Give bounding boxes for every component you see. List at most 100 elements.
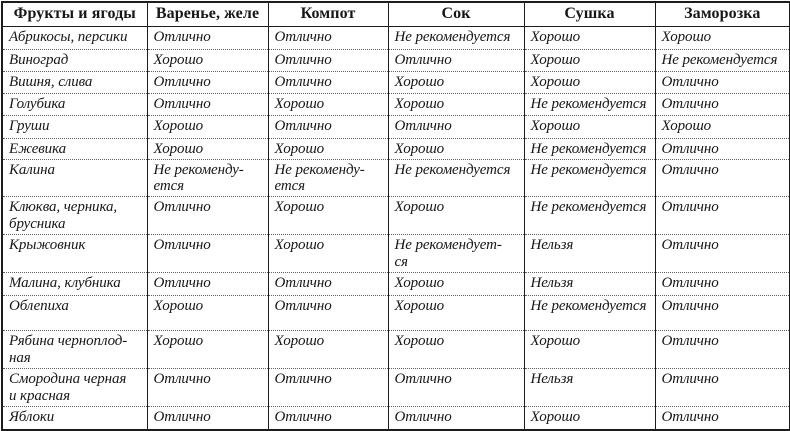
table-cell: Отлично <box>146 406 268 430</box>
table-cell: Отлично <box>146 196 268 235</box>
table-cell: Хорошо <box>523 26 655 49</box>
table-cell: Хорошо <box>267 137 388 159</box>
table-cell: Отлично <box>654 196 790 235</box>
row-label: Голубика <box>2 92 147 115</box>
row-label: Абрикосы, персики <box>9 28 128 45</box>
table-cell: Не рекомендуется <box>654 48 790 71</box>
table-cell: Хорошо <box>146 114 268 138</box>
table-cell: Хорошо <box>146 48 268 71</box>
table-cell: Нельзя <box>523 234 655 273</box>
table-cell: Отлично <box>267 295 388 331</box>
table-cell: Отлично <box>654 295 790 331</box>
table-row: Яблоки Отлично Отлично Отлично Хорошо Отлично <box>2 406 790 430</box>
table-cell: Хорошо <box>267 196 388 235</box>
table-cell: Отлично <box>146 368 268 407</box>
table-cell: Хорошо <box>523 330 655 369</box>
table-cell: Отлично <box>267 406 388 430</box>
table-cell: Хорошо <box>267 330 388 369</box>
row-label: Виноград <box>2 48 147 71</box>
table-row: Голубика Отлично Хорошо Хорошо Не рекомендуе… <box>2 92 790 115</box>
table-cell: Отлично <box>267 70 388 93</box>
table-cell: Хорошо <box>387 295 524 331</box>
table-cell: Отлично <box>654 70 790 93</box>
table-cell: Хорошо <box>387 196 524 235</box>
table-cell: Не рекомендуется <box>523 137 655 159</box>
table-row: Рябина черноплод- ная Хорошо Хорошо Хорошо Х… <box>2 330 790 369</box>
table-cell: Отлично <box>387 368 524 407</box>
table-cell: Отлично <box>146 26 268 49</box>
table-row: Ежевика Хорошо Хорошо Хорошо Не рекомендуетс… <box>2 137 790 159</box>
column-header: Варенье, желе <box>146 2 268 27</box>
row-label: Облепиха <box>2 295 147 331</box>
table-cell: Отлично <box>267 48 388 71</box>
row-label: Груши <box>2 114 147 138</box>
table-cell: Отлично <box>654 92 790 115</box>
table-cell: Отлично <box>387 114 524 138</box>
header-row: Фрукты и ягоды Варенье, желе Компот Сок Сушк… <box>2 2 790 27</box>
table-row: Малина, клубника Отлично Отлично Хорошо Нель… <box>2 272 790 296</box>
table-cell: Отлично <box>654 330 790 369</box>
column-header: Сок <box>387 2 524 27</box>
row-label: Ежевика <box>2 137 147 159</box>
table-row: Вишня, слива Отлично Отлично Хорошо Хорошо От… <box>2 70 790 93</box>
table-cell: Хорошо <box>146 137 268 159</box>
table-row: Виноград Хорошо Отлично Отлично Хорошо Не рек… <box>2 48 790 71</box>
table-row: Клюква, черника, брусника Отлично Хорошо Хо… <box>2 196 790 235</box>
table-cell: Отлично <box>146 70 268 93</box>
table-cell: Нельзя <box>523 368 655 407</box>
table-cell: Хорошо <box>387 137 524 159</box>
table-row: Абрикосы, персики Отлично Отлично Не рекоме… <box>2 26 790 49</box>
table-row: Облепиха Хорошо Отлично Хорошо Не рекомендуе… <box>2 295 790 331</box>
table-cell: Отлично <box>654 137 790 159</box>
table-cell: Хорошо <box>267 92 388 115</box>
table-cell: Отлично <box>387 48 524 71</box>
table-cell: Не рекомендуется <box>523 295 655 331</box>
table-cell: Отлично <box>654 234 790 273</box>
table-cell: Не рекомендуется <box>523 92 655 115</box>
table-cell: Не рекоменду- ется <box>146 158 268 197</box>
table-cell: Не рекомендует- ся <box>387 234 524 273</box>
table-cell: Отлично <box>654 368 790 407</box>
table-cell: Отлично <box>654 406 790 430</box>
column-header: Компот <box>267 2 388 27</box>
table-cell: Отлично <box>267 26 388 49</box>
table-cell: Не рекомендуется <box>523 196 655 235</box>
table-cell: Хорошо <box>523 48 655 71</box>
table-cell: Не рекоменду- ется <box>267 158 388 197</box>
table-cell: Не рекомендуется <box>387 26 524 49</box>
table-cell: Хорошо <box>387 330 524 369</box>
column-header: Заморозка <box>654 2 790 27</box>
table-cell: Хорошо <box>146 295 268 331</box>
row-label: Вишня, слива <box>2 70 147 93</box>
table-cell: Отлично <box>654 272 790 296</box>
table-row: Калина Не рекоменду- ется Не рекоменду- ет… <box>2 158 790 197</box>
table-body: Абрикосы, персики Отлично Отлично Не рекоме… <box>2 26 790 430</box>
row-label: Малина, клубника <box>2 272 147 296</box>
table-cell: Хорошо <box>523 70 655 93</box>
row-label: Рябина черноплод- ная <box>2 330 147 369</box>
table-cell: Хорошо <box>654 26 790 49</box>
table-cell: Хорошо <box>523 114 655 138</box>
column-header: Фрукты и ягоды <box>2 2 147 27</box>
table-row: Груши Хорошо Отлично Отлично Хорошо Хорошо <box>2 114 790 138</box>
table-cell: Отлично <box>146 234 268 273</box>
table-cell: Отлично <box>267 114 388 138</box>
table-cell: Хорошо <box>267 234 388 273</box>
table-cell: Отлично <box>387 406 524 430</box>
table-cell: Не рекомендуется <box>387 158 524 197</box>
table-row: Крыжовник Отлично Хорошо Не рекомендует- ся… <box>2 234 790 273</box>
table-cell: Хорошо <box>523 406 655 430</box>
table-cell: Хорошо <box>387 70 524 93</box>
row-label: Смородина черная и красная <box>2 368 147 407</box>
table-cell: Не рекомендуется <box>523 158 655 197</box>
table-cell: Отлично <box>654 158 790 197</box>
table-cell: Отлично <box>146 272 268 296</box>
table-cell: Хорошо <box>387 92 524 115</box>
row-label: Крыжовник <box>2 234 147 273</box>
table-cell: Нельзя <box>523 272 655 296</box>
table-cell: Отлично <box>267 368 388 407</box>
row-label: Клюква, черника, брусника <box>2 196 147 235</box>
table-row: Смородина черная и красная Отлично Отлично… <box>2 368 790 407</box>
